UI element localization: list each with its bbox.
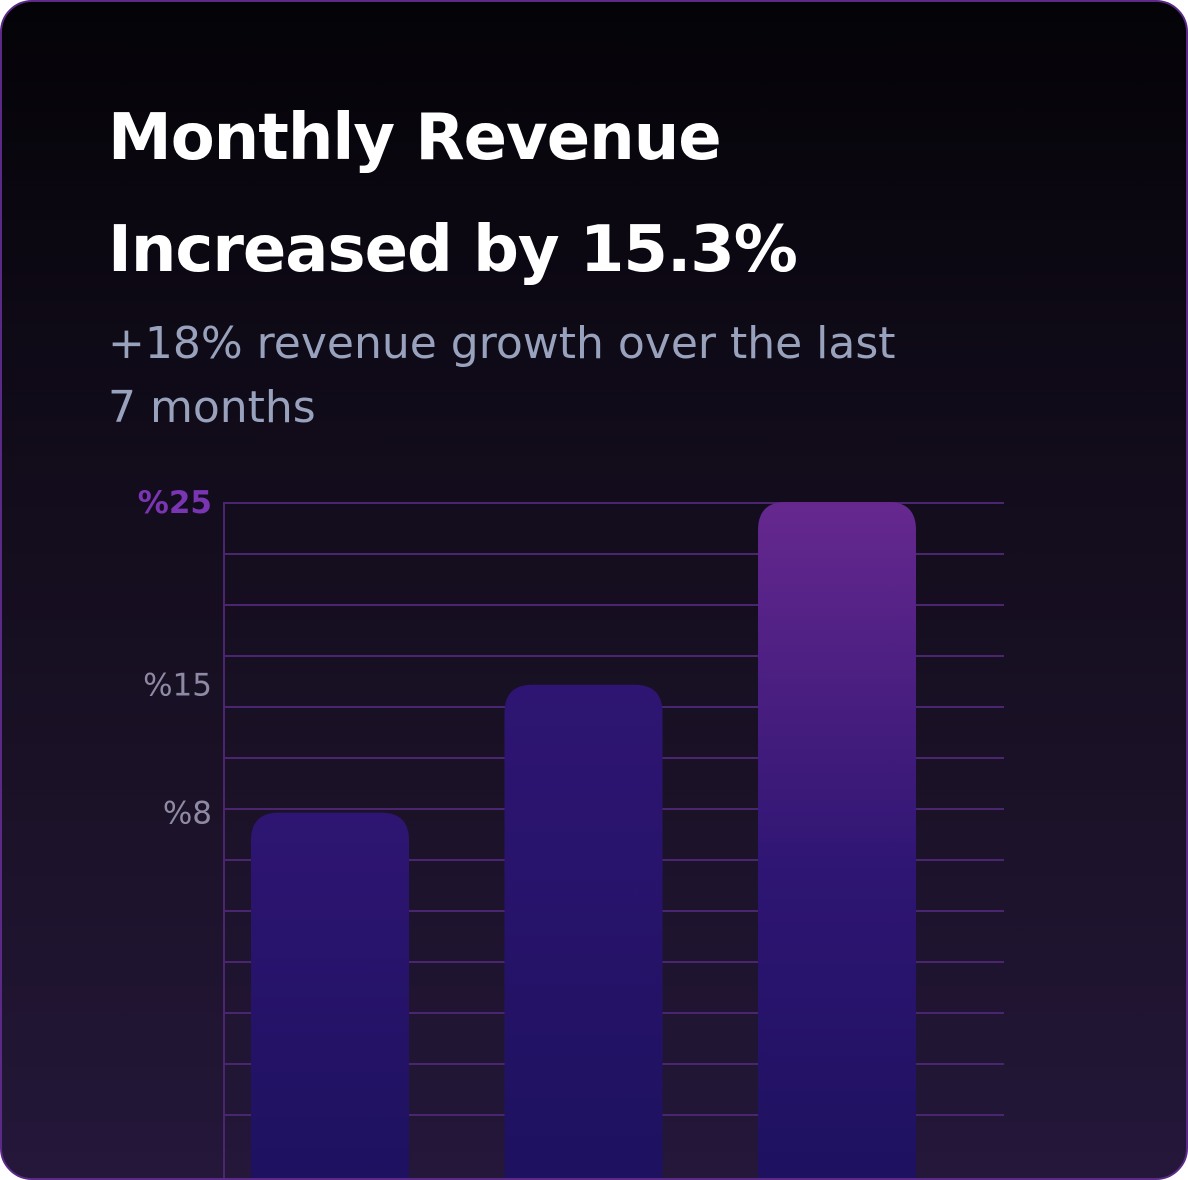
headline-line-1: Monthly Revenue: [108, 101, 722, 175]
description: +18% revenue growth over the last 7 mont…: [108, 312, 1008, 440]
description-line-1: +18% revenue growth over the last: [108, 318, 896, 369]
bar-3: [758, 502, 916, 1178]
bar-2: [504, 684, 663, 1178]
headline: Monthly Revenue Increased by 15.3%: [108, 82, 1108, 306]
y-tick-label: %25: [138, 485, 212, 521]
headline-line-2: Increased by 15.3%: [108, 213, 798, 287]
y-tick-label: %15: [143, 668, 212, 704]
bar-1: [251, 812, 409, 1178]
y-tick-label: %8: [163, 796, 212, 832]
description-line-2: 7 months: [108, 382, 316, 433]
